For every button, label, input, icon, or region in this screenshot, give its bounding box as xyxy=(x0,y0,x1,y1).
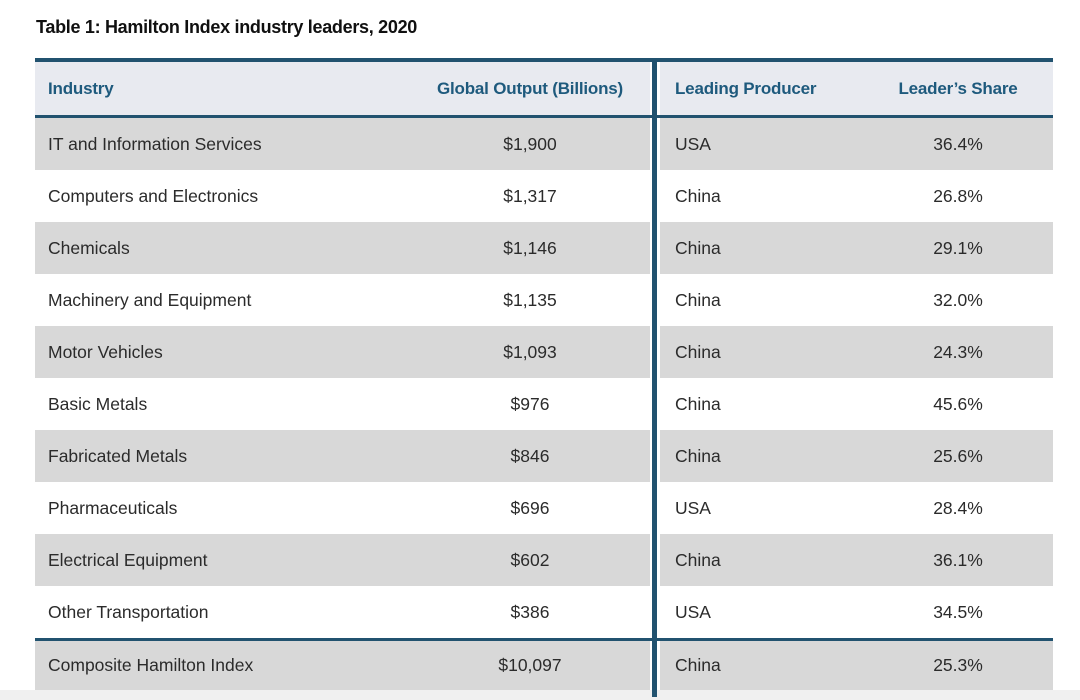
producer-cell: China xyxy=(675,341,721,362)
producer-cell: USA xyxy=(675,497,711,518)
industry-cell: Other Transportation xyxy=(48,601,209,622)
table-title: Table 1: Hamilton Index industry leaders… xyxy=(36,17,417,37)
producer-cell: China xyxy=(675,289,721,310)
share-cell: 25.6% xyxy=(933,445,983,466)
producer-cell: China xyxy=(675,237,721,258)
output-cell: $1,093 xyxy=(503,341,557,362)
column-header-leaders-share: Leader’s Share xyxy=(898,78,1018,98)
industry-cell: Motor Vehicles xyxy=(48,341,163,362)
column-divider xyxy=(650,378,660,430)
table-header-row: Industry Global Output (Billions) Leadin… xyxy=(35,62,1053,118)
industry-cell: Chemicals xyxy=(48,237,130,258)
industry-cell: Machinery and Equipment xyxy=(48,289,252,310)
producer-cell: China xyxy=(675,549,721,570)
producer-cell: USA xyxy=(675,133,711,154)
share-cell: 24.3% xyxy=(933,341,983,362)
column-header-industry: Industry xyxy=(48,78,114,98)
output-cell: $1,135 xyxy=(503,289,557,310)
output-cell: $1,146 xyxy=(503,237,557,258)
column-divider xyxy=(650,641,660,690)
output-cell: $1,317 xyxy=(503,185,557,206)
column-divider-notch xyxy=(652,690,657,697)
column-divider xyxy=(650,62,660,115)
header-right-group: Leading Producer Leader’s Share xyxy=(660,62,1053,115)
table-row: Pharmaceuticals $696 USA 28.4% xyxy=(35,482,1053,534)
column-divider xyxy=(650,534,660,586)
share-cell: 26.8% xyxy=(933,185,983,206)
share-cell: 28.4% xyxy=(933,497,983,518)
output-cell: $602 xyxy=(510,549,550,570)
industry-cell: Pharmaceuticals xyxy=(48,497,178,518)
share-cell: 36.4% xyxy=(933,133,983,154)
table-row: Motor Vehicles $1,093 China 24.3% xyxy=(35,326,1053,378)
hamilton-index-table: Industry Global Output (Billions) Leadin… xyxy=(35,58,1053,690)
producer-cell: China xyxy=(675,185,721,206)
share-cell: 29.1% xyxy=(933,237,983,258)
table-row: Chemicals $1,146 China 29.1% xyxy=(35,222,1053,274)
industry-cell: Basic Metals xyxy=(48,393,148,414)
share-cell: 45.6% xyxy=(933,393,983,414)
share-cell: 36.1% xyxy=(933,549,983,570)
industry-cell: Computers and Electronics xyxy=(48,185,259,206)
column-divider xyxy=(650,482,660,534)
table-row: Other Transportation $386 USA 34.5% xyxy=(35,586,1053,638)
industry-cell: IT and Information Services xyxy=(48,133,262,154)
output-cell: $696 xyxy=(510,497,550,518)
column-divider xyxy=(650,586,660,638)
output-cell: $386 xyxy=(510,601,550,622)
output-cell: $976 xyxy=(510,393,550,414)
column-divider xyxy=(650,274,660,326)
table-row: Electrical Equipment $602 China 36.1% xyxy=(35,534,1053,586)
table-row: Computers and Electronics $1,317 China 2… xyxy=(35,170,1053,222)
producer-cell: China xyxy=(675,655,721,675)
column-divider xyxy=(650,118,660,170)
table-body: IT and Information Services $1,900 USA 3… xyxy=(35,118,1053,638)
industry-cell: Composite Hamilton Index xyxy=(48,655,254,675)
producer-cell: China xyxy=(675,393,721,414)
header-left-group: Industry Global Output (Billions) xyxy=(35,62,650,115)
industry-cell: Electrical Equipment xyxy=(48,549,208,570)
page-bottom-strip xyxy=(0,690,1080,700)
output-cell: $10,097 xyxy=(498,655,562,675)
column-header-leading-producer: Leading Producer xyxy=(675,78,817,98)
share-cell: 34.5% xyxy=(933,601,983,622)
table-row: Fabricated Metals $846 China 25.6% xyxy=(35,430,1053,482)
table-footer-row-composite: Composite Hamilton Index $10,097 China 2… xyxy=(35,638,1053,690)
table-row: Basic Metals $976 China 45.6% xyxy=(35,378,1053,430)
producer-cell: USA xyxy=(675,601,711,622)
column-divider xyxy=(650,430,660,482)
table-row: Machinery and Equipment $1,135 China 32.… xyxy=(35,274,1053,326)
producer-cell: China xyxy=(675,445,721,466)
column-header-global-output: Global Output (Billions) xyxy=(437,78,623,98)
output-cell: $846 xyxy=(510,445,550,466)
column-divider xyxy=(650,326,660,378)
column-divider xyxy=(650,170,660,222)
output-cell: $1,900 xyxy=(503,133,557,154)
table-row: IT and Information Services $1,900 USA 3… xyxy=(35,118,1053,170)
share-cell: 25.3% xyxy=(933,655,983,675)
share-cell: 32.0% xyxy=(933,289,983,310)
column-divider xyxy=(650,222,660,274)
industry-cell: Fabricated Metals xyxy=(48,445,188,466)
